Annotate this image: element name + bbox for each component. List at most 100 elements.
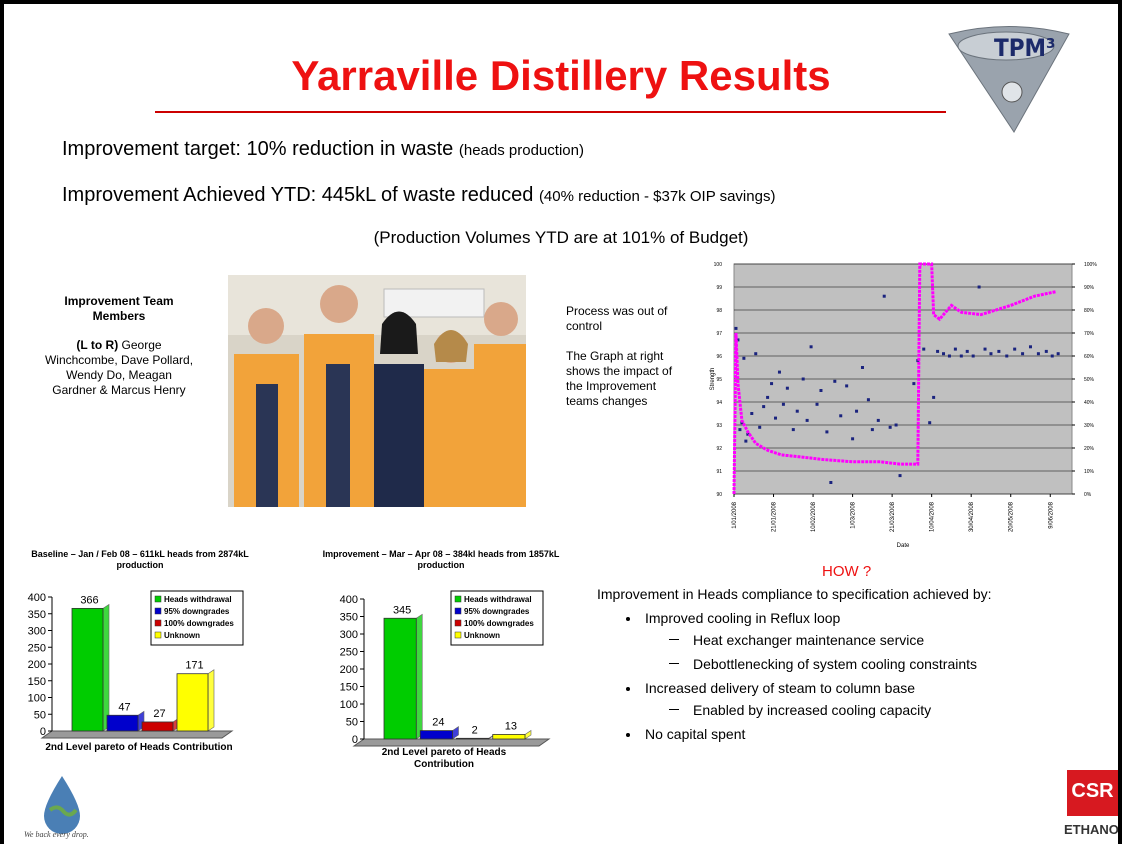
data-point <box>922 348 925 351</box>
y-tick-label: 100 <box>28 693 46 705</box>
bar-side <box>416 614 422 739</box>
how-subitem: Enabled by increased cooling capacity <box>693 700 1117 720</box>
data-point <box>770 382 773 385</box>
how-subitem: Heat exchanger maintenance service <box>693 630 1117 650</box>
data-point <box>829 481 832 484</box>
y-tick-label: 91 <box>716 469 722 475</box>
data-point <box>1045 350 1048 353</box>
y-tick-label: 92 <box>716 446 722 452</box>
legend-swatch <box>455 608 461 614</box>
y-tick-label: 97 <box>716 331 722 337</box>
how-intro: Improvement in Heads compliance to speci… <box>597 586 992 602</box>
floor <box>354 739 549 746</box>
data-label: 345 <box>393 604 411 616</box>
data-point <box>855 410 858 413</box>
y-tick-label: 99 <box>716 285 722 291</box>
legend-swatch <box>155 632 161 638</box>
data-point <box>774 417 777 420</box>
y2-tick-label: 10% <box>1084 469 1095 475</box>
legend-label: 100% downgrades <box>464 619 534 628</box>
bar-side <box>453 727 459 739</box>
data-point <box>984 348 987 351</box>
y-tick-label: 100 <box>714 262 723 268</box>
data-point <box>806 419 809 422</box>
y-tick-label: 200 <box>340 664 358 676</box>
y-tick-label: 300 <box>340 629 358 641</box>
data-point <box>734 327 737 330</box>
target-main: Improvement target: 10% reduction in was… <box>62 138 453 160</box>
data-point <box>966 350 969 353</box>
target-note: (heads production) <box>459 142 584 159</box>
y-tick-label: 150 <box>28 676 46 688</box>
y-tick-label: 100 <box>340 699 358 711</box>
legend-label: Unknown <box>164 631 200 640</box>
data-label: 2 <box>472 724 478 736</box>
y-tick-label: 90 <box>716 492 722 498</box>
y2-tick-label: 20% <box>1084 446 1095 452</box>
legend-swatch <box>455 632 461 638</box>
process-note: Process was out of control <box>566 304 696 334</box>
y2-tick-label: 90% <box>1084 285 1095 291</box>
data-point <box>912 382 915 385</box>
data-point <box>762 405 765 408</box>
legend-swatch <box>455 620 461 626</box>
data-point <box>948 355 951 358</box>
x-tick-label: 30/04/2008 <box>969 501 975 532</box>
y-axis-label: Strength <box>710 368 716 391</box>
y2-tick-label: 100% <box>1084 262 1097 268</box>
data-point <box>744 440 747 443</box>
x-tick-label: 21/03/2008 <box>890 501 896 532</box>
y-tick-label: 94 <box>716 400 722 406</box>
data-point <box>816 403 819 406</box>
data-point <box>766 396 769 399</box>
how-item: Improved cooling in Reflux loopHeat exch… <box>641 608 1117 674</box>
data-point <box>867 398 870 401</box>
data-point <box>871 428 874 431</box>
bar <box>177 674 208 731</box>
y-tick-label: 50 <box>34 709 46 721</box>
y-tick-label: 150 <box>340 682 358 694</box>
data-point <box>883 295 886 298</box>
data-point <box>1021 352 1024 355</box>
legend-label: 95% downgrades <box>164 607 230 616</box>
bar <box>384 618 416 739</box>
legend-label: Heads withdrawal <box>464 595 532 604</box>
logo-text: TPM³ <box>994 34 1056 62</box>
bar <box>142 722 173 731</box>
y-tick-label: 95 <box>716 377 722 383</box>
y-tick-label: 350 <box>28 609 46 621</box>
how-list: Improved cooling in Reflux loopHeat exch… <box>597 608 1117 746</box>
team-list: George Winchcombe, Dave Pollard, Wendy D… <box>45 338 193 397</box>
y-tick-label: 400 <box>28 592 46 604</box>
data-label: 27 <box>153 708 165 720</box>
legend-label: Heads withdrawal <box>164 595 232 604</box>
data-point <box>1051 355 1054 358</box>
legend-swatch <box>155 620 161 626</box>
data-label: 47 <box>118 701 130 713</box>
x-tick-label: 21/01/2008 <box>772 501 778 532</box>
how-item: Increased delivery of steam to column ba… <box>641 678 1117 720</box>
data-point <box>932 396 935 399</box>
data-label: 171 <box>185 660 203 672</box>
data-point <box>738 428 741 431</box>
brand-sub: ETHANOL <box>1064 822 1122 837</box>
y2-tick-label: 30% <box>1084 423 1095 429</box>
data-label: 366 <box>80 594 98 606</box>
data-point <box>928 421 931 424</box>
y-tick-label: 250 <box>28 642 46 654</box>
how-subitems: Heat exchanger maintenance serviceDebott… <box>645 630 1117 674</box>
chart-title: Improvement – Mar – Apr 08 – 384kl heads… <box>316 549 566 571</box>
data-point <box>936 350 939 353</box>
achieved-note: (40% reduction - $37k OIP savings) <box>539 188 776 205</box>
data-point <box>810 345 813 348</box>
data-point <box>839 414 842 417</box>
how-item-text: No capital spent <box>645 726 745 742</box>
bar <box>457 738 489 739</box>
how-subitems: Enabled by increased cooling capacity <box>645 700 1117 720</box>
y-tick-label: 98 <box>716 308 722 314</box>
brand: CSR <box>1067 780 1118 803</box>
y-tick-label: 50 <box>346 717 358 729</box>
y2-tick-label: 60% <box>1084 354 1095 360</box>
data-point <box>786 387 789 390</box>
data-point <box>954 348 957 351</box>
